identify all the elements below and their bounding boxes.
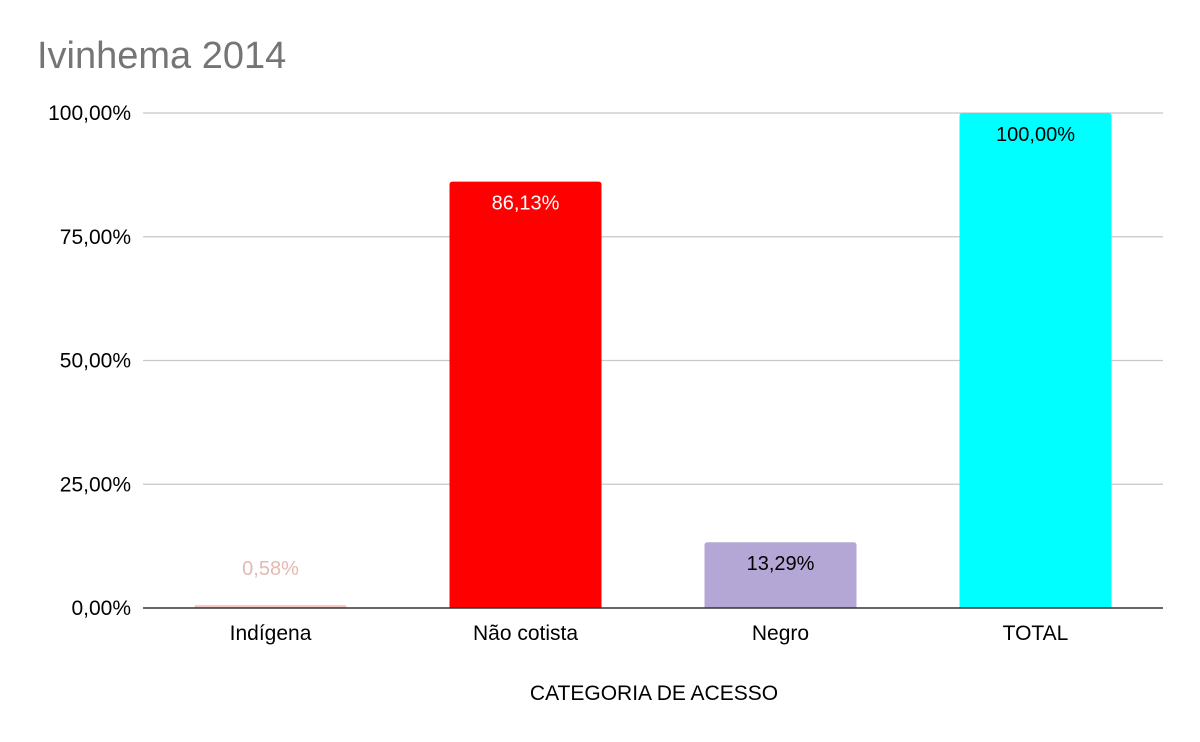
x-axis-ticks: Indígena Não cotista Negro TOTAL [230,622,1069,645]
y-tick-label: 75,00% [60,226,131,249]
data-label: 86,13% [492,193,560,215]
y-tick-label: 100,00% [48,102,131,125]
data-label: 13,29% [747,553,815,575]
x-tick-label: TOTAL [1003,622,1069,645]
data-label: 0,58% [242,558,299,580]
y-tick-label: 0,00% [71,597,131,620]
chart-title: Ivinhema 2014 [37,35,286,77]
y-axis-ticks: 0,00% 25,00% 50,00% 75,00% 100,00% [48,102,131,620]
x-tick-label: Indígena [230,622,312,645]
bar [704,542,857,608]
x-tick-label: Não cotista [473,622,578,645]
bars [194,113,1112,608]
data-labels: 0,58% 86,13% 13,29% 100,00% [242,124,1075,580]
bar [449,181,602,608]
y-tick-label: 25,00% [60,473,131,496]
data-label: 100,00% [996,124,1075,146]
x-axis-title: CATEGORIA DE ACESSO [530,682,778,705]
x-tick-label: Negro [752,622,809,645]
bar [959,113,1112,608]
y-tick-label: 50,00% [60,350,131,373]
